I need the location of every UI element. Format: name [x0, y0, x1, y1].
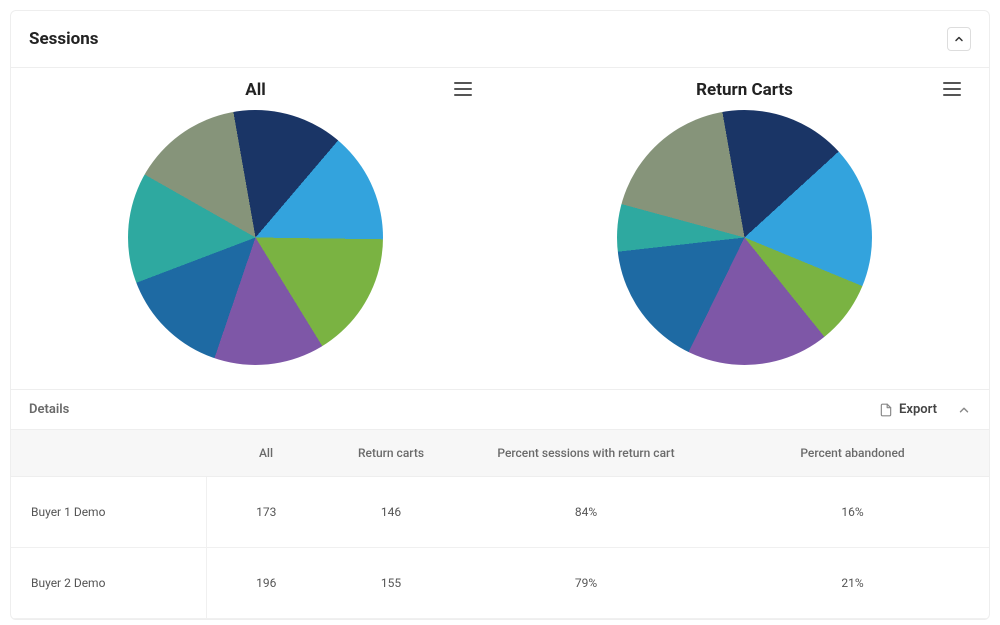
charts-row: All Return Carts [11, 68, 989, 389]
pie-chart-return-carts [617, 110, 872, 365]
col-pct-return: Percent sessions with return cart [456, 430, 716, 477]
hamburger-icon [454, 94, 472, 96]
col-name [11, 430, 206, 477]
export-label: Export [899, 402, 937, 417]
cell-pct-abandoned: 16% [716, 477, 989, 548]
details-header: Details Export [11, 389, 989, 429]
col-return-carts: Return carts [326, 430, 456, 477]
chart-title: Return Carts [518, 80, 971, 100]
chart-panel-return-carts: Return Carts [500, 68, 989, 389]
hamburger-icon [943, 88, 961, 90]
details-table: All Return carts Percent sessions with r… [11, 429, 989, 619]
cell-pct-abandoned: 21% [716, 548, 989, 619]
card-header: Sessions [11, 11, 989, 68]
cell-all: 173 [206, 477, 326, 548]
hamburger-icon [454, 88, 472, 90]
hamburger-icon [943, 82, 961, 84]
chevron-up-icon [957, 403, 971, 417]
details-collapse-button[interactable] [957, 403, 971, 417]
sessions-card: Sessions All Return Carts Details [10, 10, 990, 620]
chevron-up-icon [953, 33, 965, 45]
col-all: All [206, 430, 326, 477]
chart-menu-button[interactable] [943, 82, 961, 96]
chart-menu-button[interactable] [454, 82, 472, 96]
row-name: Buyer 2 Demo [11, 548, 206, 619]
collapse-card-button[interactable] [947, 27, 971, 51]
details-actions: Export [879, 402, 971, 417]
cell-return-carts: 155 [326, 548, 456, 619]
cell-pct-return: 84% [456, 477, 716, 548]
cell-return-carts: 146 [326, 477, 456, 548]
export-icon [879, 403, 893, 417]
cell-pct-return: 79% [456, 548, 716, 619]
details-title: Details [29, 402, 69, 417]
chart-title: All [29, 80, 482, 100]
table-header-row: All Return carts Percent sessions with r… [11, 430, 989, 477]
cell-all: 196 [206, 548, 326, 619]
export-button[interactable]: Export [879, 402, 937, 417]
col-pct-abandoned: Percent abandoned [716, 430, 989, 477]
hamburger-icon [454, 82, 472, 84]
pie-chart-all [128, 110, 383, 365]
card-title: Sessions [29, 29, 98, 49]
row-name: Buyer 1 Demo [11, 477, 206, 548]
chart-panel-all: All [11, 68, 500, 389]
table-row: Buyer 2 Demo19615579%21% [11, 548, 989, 619]
table-row: Buyer 1 Demo17314684%16% [11, 477, 989, 548]
hamburger-icon [943, 94, 961, 96]
